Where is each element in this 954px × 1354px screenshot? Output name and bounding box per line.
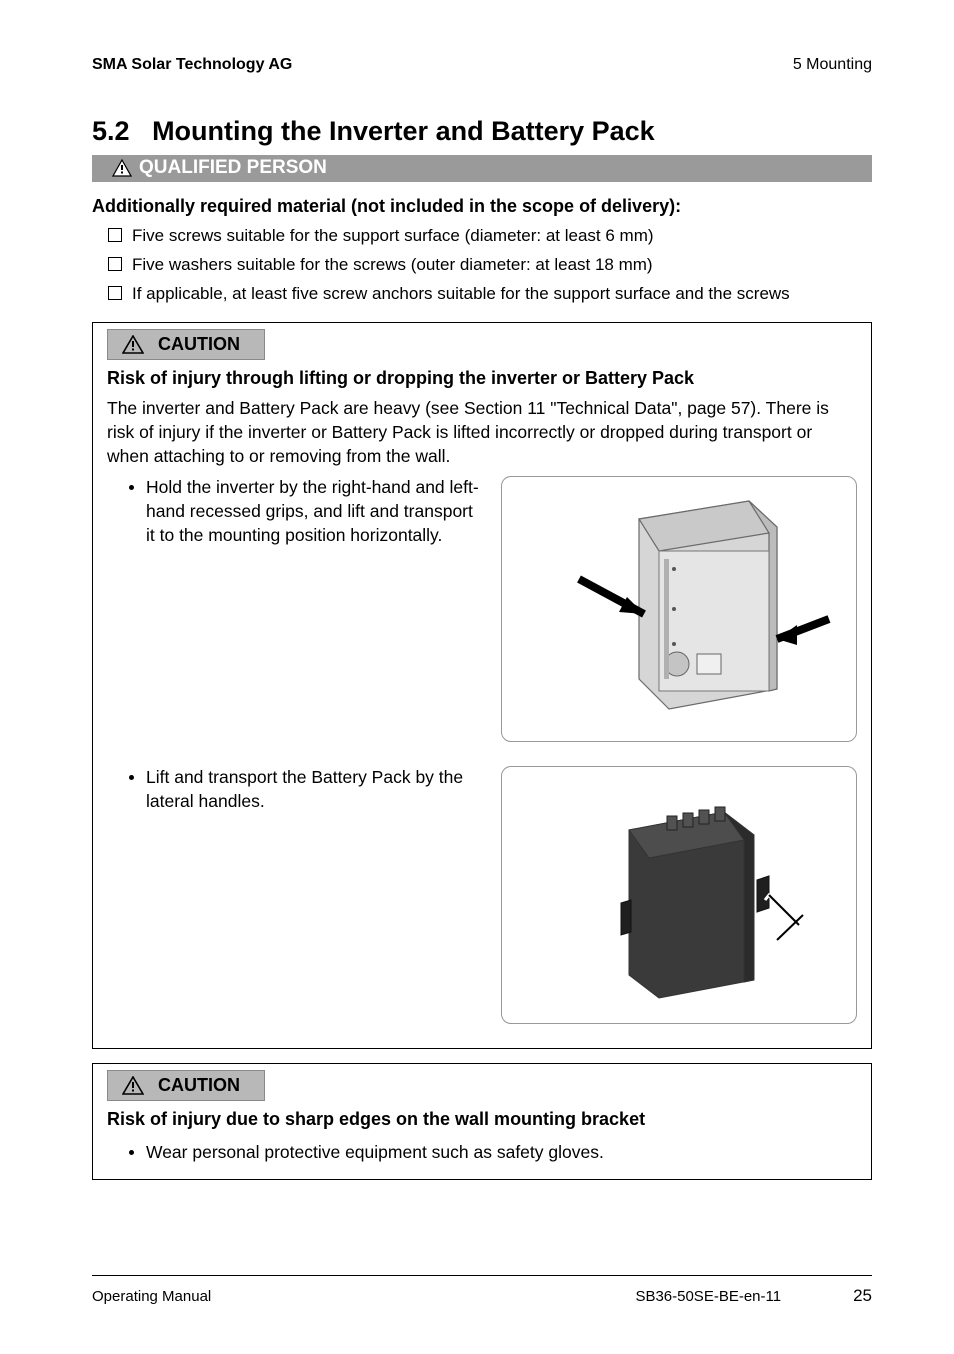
caution-label: CAUTION [158,1075,240,1096]
caution-body-text: The inverter and Battery Pack are heavy … [107,396,857,468]
required-materials-heading: Additionally required material (not incl… [92,196,872,217]
caution-label: CAUTION [158,334,240,355]
figure-inverter-grips [501,476,857,742]
warning-triangle-icon [112,159,132,177]
warning-triangle-icon [122,1076,144,1095]
required-materials-list: Five screws suitable for the support sur… [92,225,872,306]
page-number: 25 [853,1286,872,1306]
footer-divider [92,1275,872,1276]
section-title-text: Mounting the Inverter and Battery Pack [152,116,655,146]
qualified-label: QUALIFIED PERSON [139,157,327,179]
bullet-text: Lift and transport the Battery Pack by t… [146,766,485,814]
list-item: If applicable, at least five screw ancho… [108,283,872,306]
list-item-text: If applicable, at least five screw ancho… [132,283,790,306]
checkbox-icon [108,257,122,271]
bullet-icon [129,485,134,490]
section-heading: 5.2 Mounting the Inverter and Battery Pa… [92,116,872,147]
page-footer: Operating Manual SB36-50SE-BE-en-11 25 [92,1286,872,1306]
list-item: Five screws suitable for the support sur… [108,225,872,248]
bullet-icon [129,775,134,780]
list-item-text: Five washers suitable for the screws (ou… [132,254,653,277]
figure-battery-handles [501,766,857,1024]
checkbox-icon [108,286,122,300]
list-item: Five washers suitable for the screws (ou… [108,254,872,277]
caution-header: CAUTION [107,329,265,360]
manual-label: Operating Manual [92,1288,211,1305]
section-number: 5.2 [92,116,130,146]
instruction-row-battery: Lift and transport the Battery Pack by t… [107,766,857,1024]
section-breadcrumb: 5 Mounting [793,56,872,74]
warning-triangle-icon [122,335,144,354]
caution-box-lifting: CAUTION Risk of injury through lifting o… [92,322,872,1049]
bullet-icon [129,1150,134,1155]
bullet-text: Hold the inverter by the right-hand and … [146,476,485,547]
bullet-text: Wear personal protective equipment such … [146,1141,604,1165]
instruction-row-gloves: Wear personal protective equipment such … [107,1141,857,1165]
document-id: SB36-50SE-BE-en-11 [635,1288,781,1305]
instruction-row-inverter: Hold the inverter by the right-hand and … [107,476,857,756]
page-header: SMA Solar Technology AG 5 Mounting [92,56,872,74]
risk-heading: Risk of injury through lifting or droppi… [107,368,857,389]
caution-box-sharp-edges: CAUTION Risk of injury due to sharp edge… [92,1063,872,1180]
company-name: SMA Solar Technology AG [92,56,292,74]
list-item-text: Five screws suitable for the support sur… [132,225,654,248]
checkbox-icon [108,228,122,242]
caution-header: CAUTION [107,1070,265,1101]
risk-heading: Risk of injury due to sharp edges on the… [107,1109,857,1130]
qualified-person-banner: QUALIFIED PERSON [92,155,872,182]
